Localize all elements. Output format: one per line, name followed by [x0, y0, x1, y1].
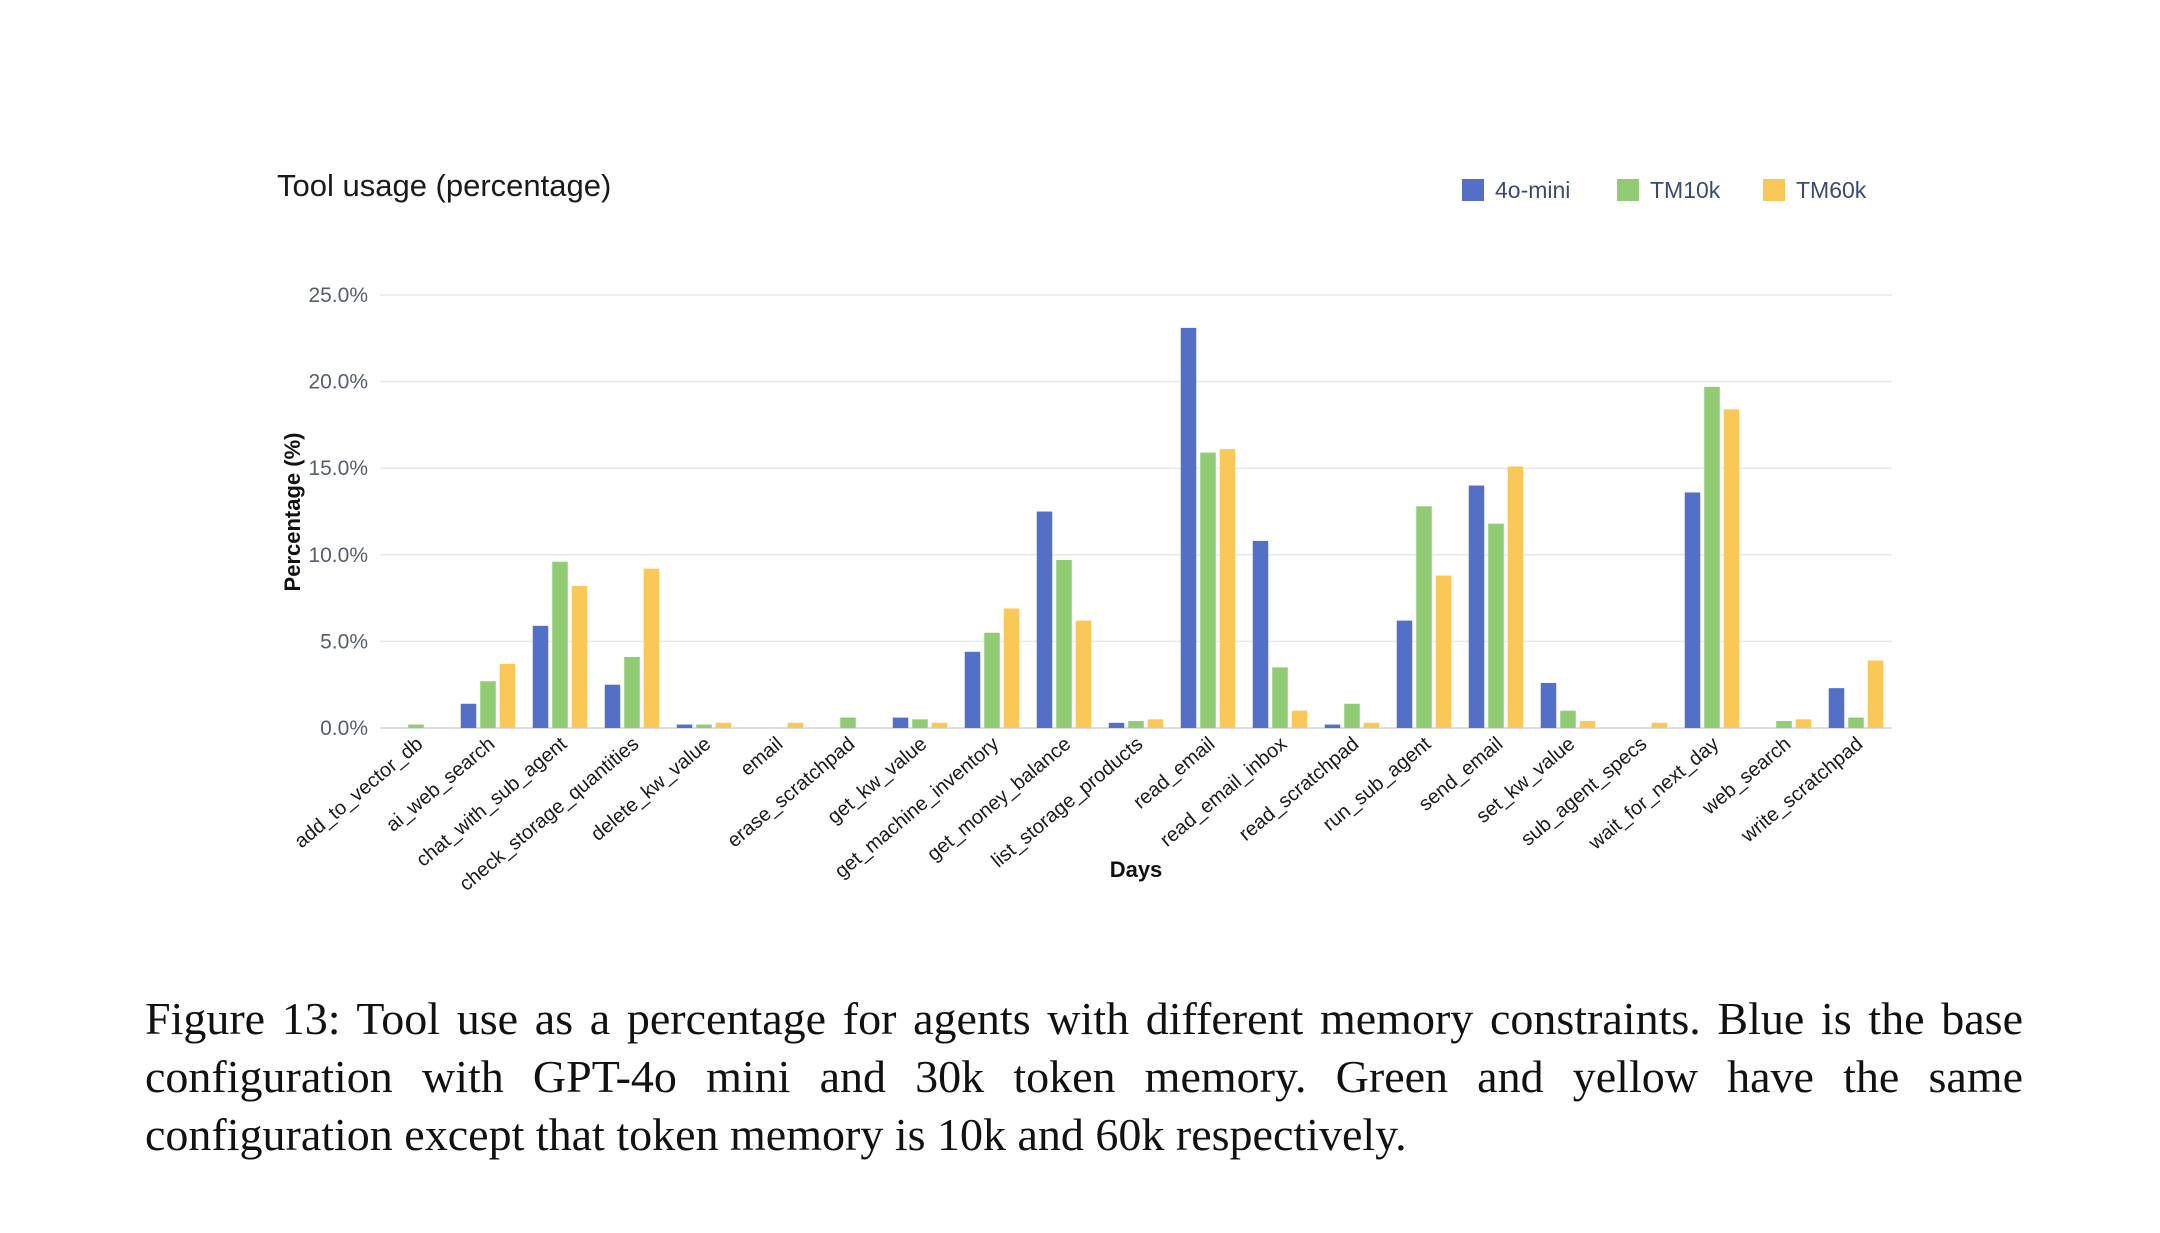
- bar-4o-mini-write_scratchpad[interactable]: [1828, 688, 1845, 728]
- bar-TM10k-check_storage_quantities[interactable]: [624, 656, 640, 728]
- bar-4o-mini-ai_web_search[interactable]: [460, 703, 477, 728]
- x-category-label: wait_for_next_day: [1584, 733, 1723, 855]
- legend-swatch: [1763, 179, 1785, 201]
- x-axis-title: Days: [1110, 857, 1163, 882]
- bar-TM10k-get_kw_value[interactable]: [912, 719, 928, 728]
- bar-TM60k-get_money_balance[interactable]: [1075, 620, 1092, 728]
- bar-TM60k-read_scratchpad[interactable]: [1363, 722, 1380, 728]
- bar-4o-mini-wait_for_next_day[interactable]: [1684, 492, 1701, 728]
- bar-TM10k-write_scratchpad[interactable]: [1848, 717, 1864, 728]
- bar-TM60k-get_machine_inventory[interactable]: [1003, 608, 1020, 728]
- bar-TM10k-wait_for_next_day[interactable]: [1704, 386, 1720, 728]
- bar-TM60k-run_sub_agent[interactable]: [1435, 575, 1452, 728]
- legend-swatch: [1462, 179, 1484, 201]
- bar-TM10k-read_email_inbox[interactable]: [1272, 667, 1288, 728]
- bar-TM10k-send_email[interactable]: [1488, 523, 1504, 728]
- legend-item-TM60k[interactable]: TM60k: [1763, 177, 1867, 203]
- bar-4o-mini-run_sub_agent[interactable]: [1396, 620, 1413, 728]
- bar-4o-mini-read_email[interactable]: [1180, 327, 1197, 728]
- bar-TM60k-ai_web_search[interactable]: [499, 663, 516, 728]
- bar-TM10k-run_sub_agent[interactable]: [1416, 506, 1432, 728]
- bar-TM60k-read_email[interactable]: [1219, 449, 1236, 728]
- y-axis-title: Percentage (%): [280, 433, 305, 592]
- legend-item-4o-mini[interactable]: 4o-mini: [1462, 177, 1570, 203]
- bar-TM10k-ai_web_search[interactable]: [480, 681, 496, 728]
- legend-item-TM10k[interactable]: TM10k: [1617, 177, 1721, 203]
- x-category-label: read_email_inbox: [1156, 733, 1291, 851]
- x-axis-categories: add_to_vector_dbai_web_searchchat_with_s…: [290, 733, 1867, 896]
- bar-TM60k-chat_with_sub_agent[interactable]: [571, 585, 588, 728]
- y-tick-label: 10.0%: [308, 544, 368, 567]
- bar-4o-mini-set_kw_value[interactable]: [1540, 682, 1557, 728]
- x-category-label: delete_kw_value: [587, 733, 715, 846]
- y-tick-label: 0.0%: [320, 717, 368, 740]
- y-tick-label: 20.0%: [308, 371, 368, 394]
- x-category-label: add_to_vector_db: [290, 733, 427, 853]
- bar-TM60k-wait_for_next_day[interactable]: [1723, 409, 1740, 728]
- figure-caption: Figure 13: Tool use as a percentage for …: [145, 993, 2023, 1160]
- y-tick-label: 15.0%: [308, 457, 368, 480]
- legend-label: TM10k: [1650, 177, 1721, 203]
- bar-TM60k-delete_kw_value[interactable]: [715, 722, 732, 728]
- bar-TM10k-list_storage_products[interactable]: [1128, 721, 1144, 728]
- bar-TM60k-sub_agent_specs[interactable]: [1651, 722, 1668, 728]
- bar-chart: 0.0% 5.0% 10.0% 15.0% 20.0% 25.0% add_to_vect…: [280, 177, 1892, 896]
- legend-label: 4o-mini: [1495, 177, 1570, 203]
- bar-TM10k-read_scratchpad[interactable]: [1344, 703, 1360, 728]
- bar-4o-mini-check_storage_quantities[interactable]: [604, 684, 621, 728]
- bar-TM10k-get_machine_inventory[interactable]: [984, 632, 1000, 728]
- bar-4o-mini-delete_kw_value[interactable]: [676, 724, 693, 728]
- y-tick-label: 5.0%: [320, 630, 368, 653]
- grid-lines: [380, 294, 1892, 729]
- bar-TM10k-delete_kw_value[interactable]: [696, 724, 712, 728]
- x-category-label: sub_agent_specs: [1517, 733, 1651, 851]
- bar-TM10k-read_email[interactable]: [1200, 452, 1216, 728]
- bar-TM60k-email[interactable]: [787, 722, 804, 728]
- bar-4o-mini-read_scratchpad[interactable]: [1324, 724, 1341, 728]
- bar-4o-mini-send_email[interactable]: [1468, 485, 1485, 728]
- bar-4o-mini-get_machine_inventory[interactable]: [964, 651, 981, 728]
- bar-TM10k-web_search[interactable]: [1776, 721, 1792, 728]
- chart-title: Tool usage (percentage): [277, 168, 612, 203]
- bar-TM60k-send_email[interactable]: [1507, 466, 1524, 728]
- bar-TM10k-set_kw_value[interactable]: [1560, 710, 1576, 728]
- bar-TM60k-read_email_inbox[interactable]: [1291, 710, 1308, 728]
- bar-TM10k-get_money_balance[interactable]: [1056, 559, 1072, 728]
- x-category-label: erase_scratchpad: [723, 733, 859, 852]
- bar-TM60k-check_storage_quantities[interactable]: [643, 568, 660, 728]
- bar-4o-mini-get_kw_value[interactable]: [892, 717, 909, 728]
- bar-4o-mini-list_storage_products[interactable]: [1108, 722, 1125, 728]
- x-category-label: email: [736, 733, 787, 781]
- bar-TM60k-web_search[interactable]: [1795, 719, 1812, 728]
- x-category-label: read_scratchpad: [1235, 733, 1363, 846]
- x-category-label: write_scratchpad: [1736, 733, 1867, 848]
- bar-TM60k-get_kw_value[interactable]: [931, 722, 948, 728]
- legend-swatch: [1617, 179, 1639, 201]
- y-axis-ticks: 0.0% 5.0% 10.0% 15.0% 20.0% 25.0%: [308, 284, 368, 740]
- bar-4o-mini-get_money_balance[interactable]: [1036, 511, 1053, 729]
- bar-TM10k-chat_with_sub_agent[interactable]: [552, 561, 568, 728]
- bar-4o-mini-read_email_inbox[interactable]: [1252, 540, 1269, 728]
- bar-TM60k-set_kw_value[interactable]: [1579, 721, 1596, 728]
- bar-TM60k-list_storage_products[interactable]: [1147, 719, 1164, 728]
- bar-4o-mini-chat_with_sub_agent[interactable]: [532, 625, 549, 728]
- bar-TM10k-erase_scratchpad[interactable]: [840, 717, 856, 728]
- bar-TM10k-add_to_vector_db[interactable]: [408, 724, 424, 728]
- bars: [408, 327, 1884, 729]
- legend-label: TM60k: [1796, 177, 1867, 203]
- bar-TM60k-write_scratchpad[interactable]: [1867, 660, 1884, 728]
- legend[interactable]: 4o-mini TM10k TM60k: [1462, 177, 1867, 203]
- y-tick-label: 25.0%: [308, 284, 368, 307]
